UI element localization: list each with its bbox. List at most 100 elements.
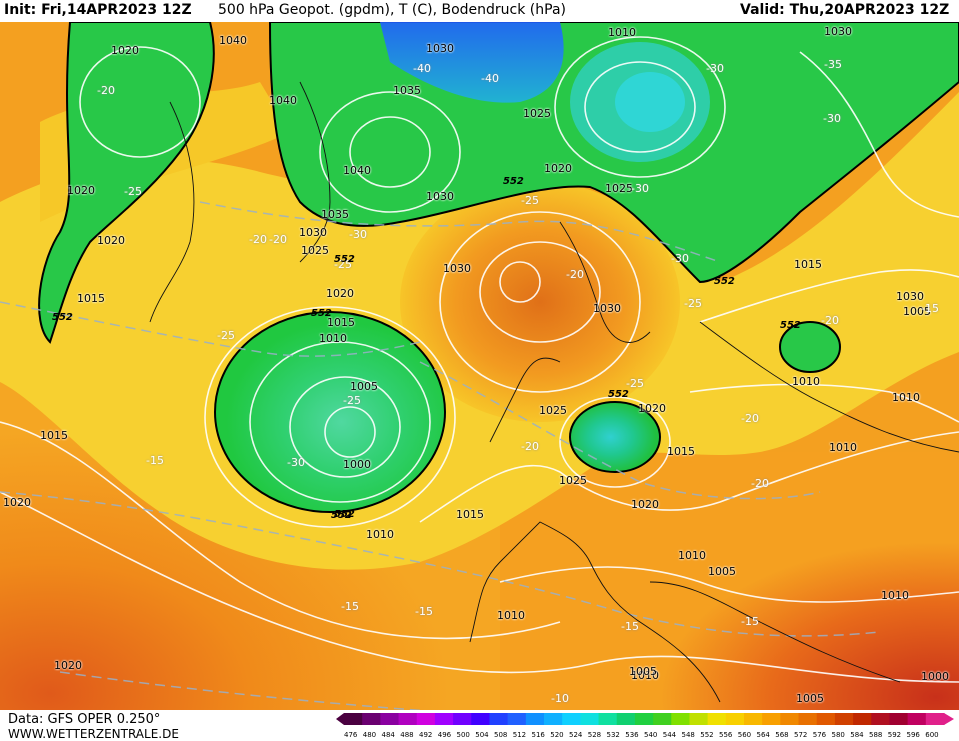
colorbar-swatch bbox=[798, 713, 818, 725]
colorbar-tick-label: 576 bbox=[812, 731, 827, 739]
colorbar-right-arrow bbox=[944, 713, 954, 725]
temperature-label: -20 bbox=[97, 84, 115, 97]
colorbar-tick-label: 544 bbox=[662, 731, 677, 739]
isobar-pressure-label: 1025 bbox=[605, 182, 633, 195]
colorbar-left-arrow bbox=[336, 713, 344, 725]
temperature-label: -25 bbox=[124, 185, 142, 198]
colorbar-swatch bbox=[398, 713, 418, 725]
isobar-pressure-label: 1005 bbox=[796, 692, 824, 705]
map-title: 500 hPa Geopot. (gpdm), T (C), Bodendruc… bbox=[218, 2, 566, 18]
colorbar-swatch bbox=[834, 713, 854, 725]
colorbar-tick-label: 592 bbox=[887, 731, 902, 739]
colorbar-tick-label: 584 bbox=[850, 731, 864, 739]
colorbar-swatch bbox=[544, 713, 563, 725]
temperature-label: -25 bbox=[217, 329, 235, 342]
colorbar-swatch bbox=[907, 713, 927, 725]
isobar-pressure-label: 1015 bbox=[667, 445, 695, 458]
colorbar-tick-label: 564 bbox=[756, 731, 770, 739]
data-source: Data: GFS OPER 0.250° bbox=[8, 712, 161, 727]
geopotential-552-label: 552 bbox=[311, 308, 332, 319]
colorbar-swatch bbox=[689, 713, 709, 725]
isobar-pressure-label: 1030 bbox=[443, 262, 471, 275]
isobar-pressure-label: 1025 bbox=[559, 474, 587, 487]
isobar-pressure-label: 1005 bbox=[629, 665, 657, 678]
isobar-pressure-label: 1005 bbox=[350, 380, 378, 393]
temperature-label: -20 bbox=[521, 440, 539, 453]
colorbar-tick-label: 556 bbox=[719, 731, 733, 739]
colorbar-tick-label: 508 bbox=[494, 731, 508, 739]
isobar-pressure-label: 1020 bbox=[638, 402, 666, 415]
temperature-label: -15 bbox=[146, 454, 164, 467]
colorbar-swatch bbox=[453, 713, 472, 725]
temperature-label: -25 bbox=[684, 297, 702, 310]
geopotential-colorbar bbox=[336, 713, 954, 725]
isobar-pressure-label: 1020 bbox=[54, 659, 82, 672]
geopotential-552-label: 552 bbox=[714, 276, 735, 287]
colorbar-tick-label: 540 bbox=[644, 731, 658, 739]
geopotential-552-label: 552 bbox=[52, 312, 73, 323]
temperature-label: -20 bbox=[741, 412, 759, 425]
temperature-label: -30 bbox=[631, 182, 649, 195]
colorbar-swatch bbox=[671, 713, 690, 725]
temperature-label: -20 bbox=[566, 268, 584, 281]
map-header: Init: Fri,14APR2023 12Z 500 hPa Geopot. … bbox=[0, 0, 959, 22]
colorbar-tick-label: 548 bbox=[681, 731, 695, 739]
isobar-pressure-label: 1010 bbox=[678, 549, 706, 562]
colorbar-tick-label: 496 bbox=[437, 731, 452, 739]
colorbar-swatch bbox=[344, 713, 363, 725]
colorbar-tick-label: 488 bbox=[400, 731, 414, 739]
colorbar-tick-label: 484 bbox=[381, 731, 395, 739]
colorbar-tick-label: 476 bbox=[344, 731, 358, 739]
colorbar-swatch bbox=[380, 713, 400, 725]
colorbar-swatch bbox=[580, 713, 600, 725]
colorbar-swatch bbox=[925, 713, 945, 725]
temperature-label: -25 bbox=[626, 377, 644, 390]
colorbar-tick-label: 504 bbox=[475, 731, 489, 739]
website-credit: WWW.WETTERZENTRALE.DE bbox=[8, 727, 179, 741]
colorbar-tick-label: 580 bbox=[831, 731, 845, 739]
temperature-label: -20 bbox=[269, 233, 287, 246]
colorbar-tick-label: 500 bbox=[456, 731, 470, 739]
colorbar-swatch bbox=[707, 713, 727, 725]
colorbar-tick-label: 572 bbox=[794, 731, 808, 739]
isobar-pressure-label: 1020 bbox=[631, 498, 659, 511]
isobar-pressure-label: 1040 bbox=[269, 94, 297, 107]
colorbar-swatch bbox=[653, 713, 672, 725]
temperature-label: -15 bbox=[921, 302, 939, 315]
temperature-label: -15 bbox=[415, 605, 433, 618]
colorbar-swatch bbox=[471, 713, 490, 725]
colorbar-swatch bbox=[889, 713, 909, 725]
isobar-pressure-label: 1025 bbox=[523, 107, 551, 120]
isobar-pressure-label: 1030 bbox=[299, 226, 327, 239]
colorbar-swatch bbox=[725, 713, 745, 725]
temperature-label: -35 bbox=[824, 58, 842, 71]
temperature-label: -20 bbox=[751, 477, 769, 490]
isobar-pressure-label: 1010 bbox=[881, 589, 909, 602]
isobar-pressure-label: 1010 bbox=[497, 609, 525, 622]
isobar-pressure-label: 1020 bbox=[111, 44, 139, 57]
geopotential-552-label: 552 bbox=[780, 320, 801, 331]
geopotential-552-label: 552 bbox=[503, 176, 524, 187]
isobar-pressure-label: 1005 bbox=[903, 305, 931, 318]
isobar-pressure-label: 1015 bbox=[327, 316, 355, 329]
isobar-pressure-label: 1020 bbox=[544, 162, 572, 175]
valid-time: Valid: Thu,20APR2023 12Z bbox=[740, 2, 950, 18]
temperature-label: -20 bbox=[249, 233, 267, 246]
isobar-pressure-label: 1030 bbox=[824, 25, 852, 38]
temperature-label: -25 bbox=[343, 394, 361, 407]
isobar-pressure-label: 1020 bbox=[3, 496, 31, 509]
isobar-pressure-label: 1035 bbox=[393, 84, 421, 97]
colorbar-tick-label: 528 bbox=[587, 731, 602, 739]
colorbar-tick-label: 524 bbox=[569, 731, 583, 739]
isobar-pressure-label: 1015 bbox=[794, 258, 822, 271]
temperature-label: -30 bbox=[706, 62, 724, 75]
init-time: Init: Fri,14APR2023 12Z bbox=[4, 2, 192, 18]
isobar-pressure-label: 1025 bbox=[539, 404, 567, 417]
geopotential-552-label: 552 bbox=[608, 389, 629, 400]
isobar-pressure-label: 1030 bbox=[896, 290, 924, 303]
temperature-label: -25 bbox=[334, 258, 352, 271]
temperature-label: -15 bbox=[741, 615, 759, 628]
colorbar-swatch bbox=[762, 713, 781, 725]
colorbar-tick-label: 536 bbox=[625, 731, 639, 739]
geopotential-552-label: 552 bbox=[334, 254, 355, 265]
